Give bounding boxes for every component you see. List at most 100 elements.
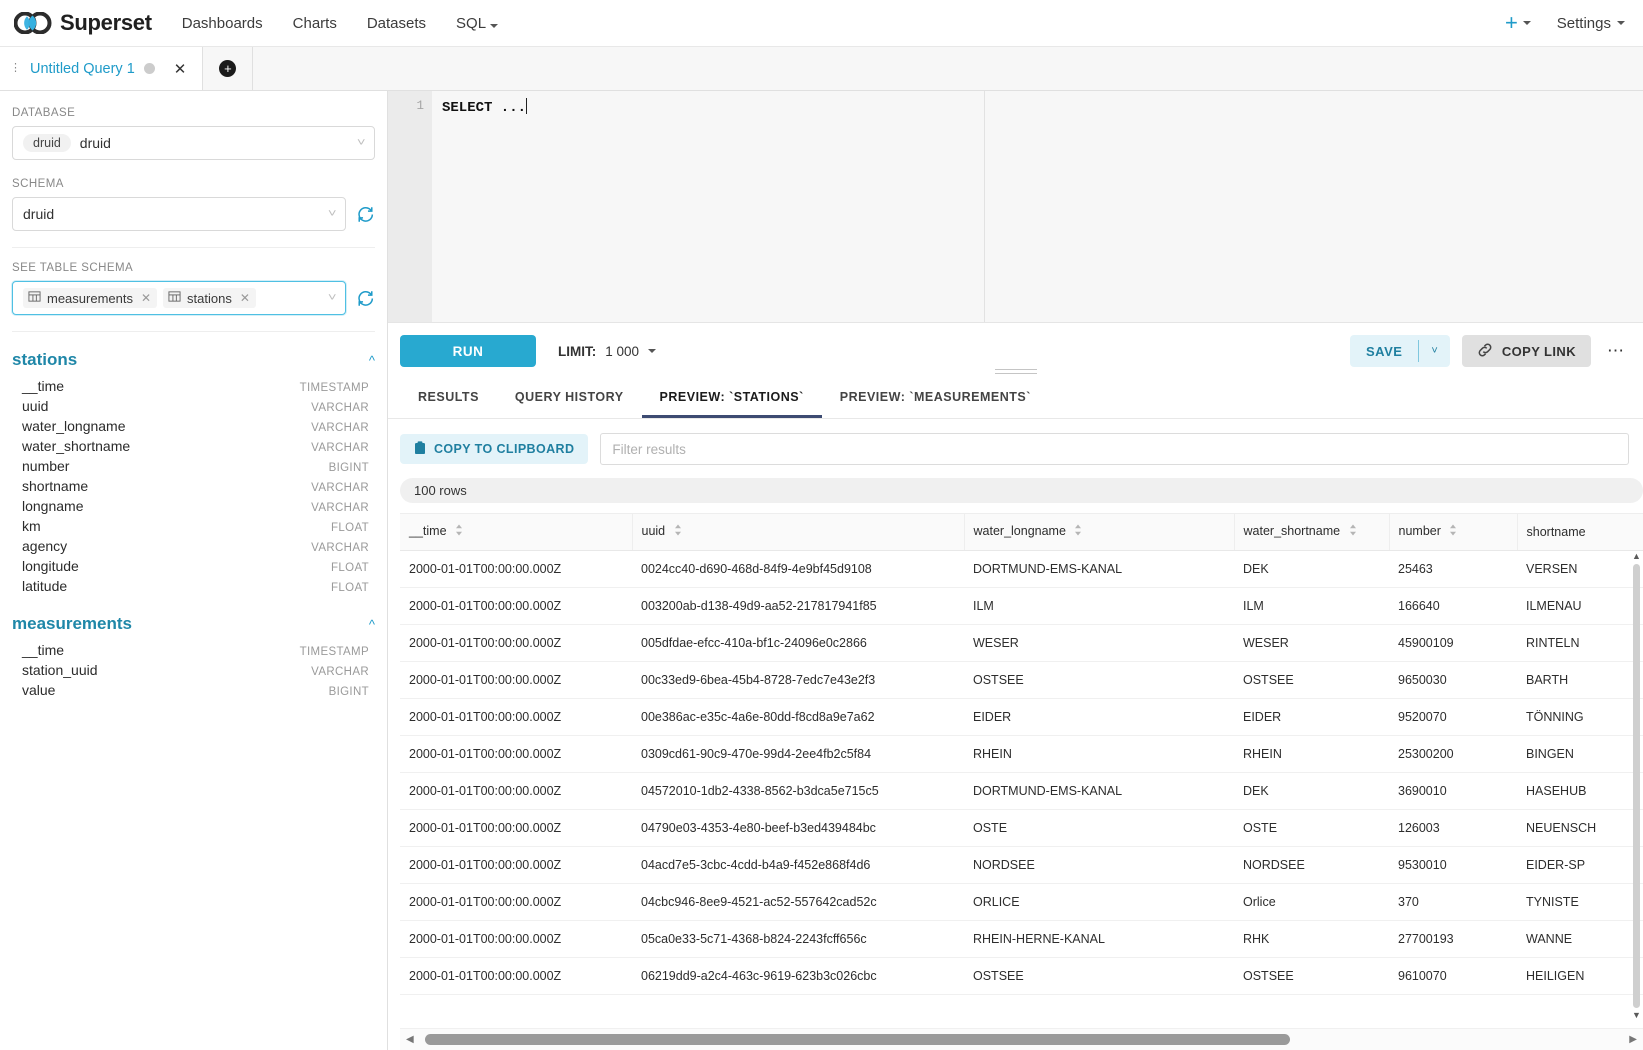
limit-dropdown[interactable]: LIMIT: 1 000 xyxy=(558,344,657,359)
tab-preview-measurements[interactable]: PREVIEW: `MEASUREMENTS` xyxy=(839,390,1031,404)
chevron-up-icon[interactable]: ^ xyxy=(368,352,375,368)
column-row[interactable]: latitude FLOAT xyxy=(12,576,375,596)
table-schema-header-stations[interactable]: stations ^ xyxy=(12,350,375,370)
run-button[interactable]: RUN xyxy=(400,335,536,367)
sort-arrows-icon[interactable] xyxy=(674,524,682,539)
column-row[interactable]: shortname VARCHAR xyxy=(12,476,375,496)
table-cell-uuid: 0309cd61-90c9-470e-99d4-2ee4fb2c5f84 xyxy=(632,735,964,773)
column-row[interactable]: station_uuid VARCHAR xyxy=(12,660,375,680)
column-row[interactable]: km FLOAT xyxy=(12,516,375,536)
chevron-down-icon[interactable]: ˅ xyxy=(1431,345,1438,357)
column-row[interactable]: __time TIMESTAMP xyxy=(12,376,375,396)
table-schema-name: measurements xyxy=(12,614,133,633)
horizontal-scrollbar[interactable]: ◀ ▶ xyxy=(400,1028,1643,1050)
drag-dots-icon[interactable]: ⋮ xyxy=(10,62,21,74)
results-table-container: __time uuid water_longname xyxy=(400,513,1643,1050)
table-schema-name: stations xyxy=(12,350,78,369)
refresh-schema-icon[interactable] xyxy=(356,205,375,224)
table-cell-number: 27700193 xyxy=(1389,920,1517,958)
nav-link-dashboards[interactable]: Dashboards xyxy=(181,14,263,32)
table-cell-__time: 2000-01-01T00:00:00.000Z xyxy=(400,624,632,662)
sort-arrows-icon[interactable] xyxy=(1349,524,1357,539)
table-cell-number: 370 xyxy=(1389,883,1517,921)
superset-logo-icon xyxy=(13,11,52,35)
table-cell-uuid: 06219dd9-a2c4-463c-9619-623b3c026cbc xyxy=(632,957,964,995)
scroll-right-icon[interactable]: ▶ xyxy=(1629,1034,1637,1045)
table-cell-uuid: 00c33ed9-6bea-45b4-8728-7edc7e43e2f3 xyxy=(632,661,964,699)
remove-table-icon[interactable]: ✕ xyxy=(140,291,152,305)
table-row: 2000-01-01T00:00:00.000Z 04acd7e5-3cbc-4c… xyxy=(400,846,1643,884)
column-row[interactable]: number BIGINT xyxy=(12,456,375,476)
tab-query-history[interactable]: QUERY HISTORY xyxy=(514,390,624,404)
scroll-up-icon[interactable]: ▲ xyxy=(1632,551,1641,561)
nav-link-charts[interactable]: Charts xyxy=(292,14,337,32)
filter-results-input[interactable] xyxy=(600,433,1629,465)
close-icon[interactable]: ✕ xyxy=(173,60,187,78)
sql-editor[interactable]: 1 SELECT ... xyxy=(388,91,1643,323)
copy-link-button[interactable]: COPY LINK xyxy=(1461,335,1591,367)
table-schema-header-measurements[interactable]: measurements ^ xyxy=(12,614,375,634)
sql-editor-text[interactable]: SELECT ... xyxy=(432,91,1643,322)
table-cell-water_longname: ORLICE xyxy=(964,883,1234,921)
table-cell-number: 3690010 xyxy=(1389,772,1517,810)
scroll-left-icon[interactable]: ◀ xyxy=(406,1034,414,1045)
column-row[interactable]: water_longname VARCHAR xyxy=(12,416,375,436)
sort-arrows-icon[interactable] xyxy=(1074,524,1082,539)
horizontal-scroll-track[interactable] xyxy=(421,1034,1623,1045)
ellipsis-icon[interactable]: ⋯ xyxy=(1607,341,1625,360)
sort-arrows-icon[interactable] xyxy=(455,524,463,539)
column-row[interactable]: __time TIMESTAMP xyxy=(12,640,375,660)
column-header-shortname[interactable]: shortname xyxy=(1517,514,1643,551)
database-selected-value: druid xyxy=(79,135,111,151)
table-cell-uuid: 003200ab-d138-49d9-aa52-217817941f85 xyxy=(632,587,964,625)
table-cell-uuid: 005dfdae-efcc-410a-bf1c-24096e0c2866 xyxy=(632,624,964,662)
new-query-tab-button[interactable]: + xyxy=(203,47,254,90)
column-row[interactable]: water_shortname VARCHAR xyxy=(12,436,375,456)
refresh-tables-icon[interactable] xyxy=(356,289,375,308)
table-row: 2000-01-01T00:00:00.000Z 06219dd9-a2c4-46… xyxy=(400,957,1643,995)
column-header-uuid[interactable]: uuid xyxy=(632,514,965,551)
column-row[interactable]: longitude FLOAT xyxy=(12,556,375,576)
table-row: 2000-01-01T00:00:00.000Z 003200ab-d138-49… xyxy=(400,587,1643,625)
selected-table-stations[interactable]: stations ✕ xyxy=(163,288,256,308)
table-cell-shortname: BINGEN xyxy=(1517,735,1643,773)
column-row[interactable]: value BIGINT xyxy=(12,680,375,700)
settings-menu[interactable]: Settings xyxy=(1557,15,1625,32)
column-name: number xyxy=(22,458,70,474)
chevron-up-icon[interactable]: ^ xyxy=(368,616,375,632)
table-multiselect[interactable]: measurements ✕ stations ✕ ˅ xyxy=(12,281,346,315)
scroll-down-icon[interactable]: ▼ xyxy=(1632,1010,1641,1020)
add-new-button[interactable]: + xyxy=(1505,12,1531,34)
right-editor-panel: 1 SELECT ... RUN LIMIT: 1 000 SAVE ˅ xyxy=(388,91,1643,1050)
table-row: 2000-01-01T00:00:00.000Z 0024cc40-d690-46… xyxy=(400,550,1643,588)
save-query-button[interactable]: SAVE ˅ xyxy=(1349,335,1450,367)
tab-results[interactable]: RESULTS xyxy=(418,390,479,404)
nav-link-sql[interactable]: SQL xyxy=(456,11,498,36)
sort-arrows-icon[interactable] xyxy=(1449,524,1457,539)
editor-resize-handle[interactable] xyxy=(994,369,1037,375)
selected-table-measurements[interactable]: measurements ✕ xyxy=(23,288,158,308)
column-header-water-longname[interactable]: water_longname xyxy=(964,514,1235,551)
vertical-scroll-thumb[interactable] xyxy=(1633,564,1640,1008)
nav-link-datasets[interactable]: Datasets xyxy=(366,14,427,32)
brand[interactable]: Superset xyxy=(13,10,152,36)
column-header-water-shortname[interactable]: water_shortname xyxy=(1234,514,1390,551)
table-cell-uuid: 04572010-1db2-4338-8562-b3dca5e715c5 xyxy=(632,772,964,810)
clipboard-icon xyxy=(414,440,426,458)
column-type: VARCHAR xyxy=(311,502,369,514)
database-select[interactable]: druid druid ˅ xyxy=(12,126,375,160)
column-row[interactable]: uuid VARCHAR xyxy=(12,396,375,416)
vertical-scrollbar[interactable]: ▲ ▼ xyxy=(1631,552,1642,1020)
column-name: shortname xyxy=(22,478,89,494)
column-header-time[interactable]: __time xyxy=(400,514,633,551)
column-header-number[interactable]: number xyxy=(1389,514,1518,551)
column-row[interactable]: longname VARCHAR xyxy=(12,496,375,516)
schema-select[interactable]: druid ˅ xyxy=(12,197,346,231)
column-row[interactable]: agency VARCHAR xyxy=(12,536,375,556)
table-cell-shortname: VERSEN xyxy=(1517,550,1643,588)
remove-table-icon[interactable]: ✕ xyxy=(239,291,250,305)
horizontal-scroll-thumb[interactable] xyxy=(424,1034,1290,1045)
copy-to-clipboard-button[interactable]: COPY TO CLIPBOARD xyxy=(400,434,589,464)
query-tab-untitled-query-1[interactable]: ⋮ Untitled Query 1 ✕ xyxy=(0,47,204,90)
tab-preview-stations[interactable]: PREVIEW: `STATIONS` xyxy=(641,390,822,418)
